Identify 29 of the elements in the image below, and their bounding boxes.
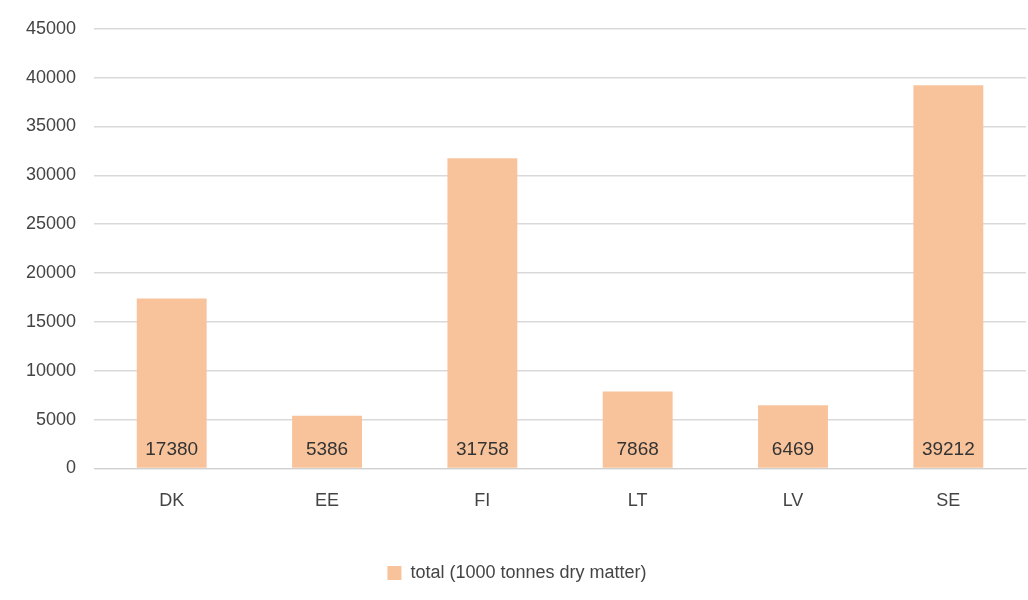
y-tick-label: 15000 bbox=[25, 310, 77, 331]
data-label: 17380 bbox=[145, 438, 199, 460]
bar bbox=[913, 85, 984, 468]
bar bbox=[602, 391, 673, 468]
x-tick-label: SE bbox=[936, 490, 961, 511]
legend-label: total (1000 tonnes dry matter) bbox=[410, 561, 647, 582]
y-tick-label: 35000 bbox=[25, 115, 77, 136]
data-label: 39212 bbox=[921, 438, 975, 460]
data-label: 31758 bbox=[455, 438, 509, 460]
x-tick-label: FI bbox=[474, 490, 491, 511]
bar bbox=[758, 405, 828, 468]
y-tick-label: 45000 bbox=[25, 17, 77, 38]
y-tick-label: 30000 bbox=[25, 164, 77, 185]
x-tick-label: DK bbox=[159, 490, 185, 511]
y-tick-label: 10000 bbox=[25, 359, 77, 380]
x-tick-label: LV bbox=[782, 490, 804, 511]
data-label: 5386 bbox=[305, 438, 349, 460]
y-tick-label: 0 bbox=[66, 457, 77, 478]
x-tick-label: LT bbox=[627, 490, 648, 511]
bar bbox=[447, 158, 518, 468]
data-label: 6469 bbox=[771, 438, 815, 460]
x-tick-label: EE bbox=[315, 490, 340, 511]
y-tick-label: 40000 bbox=[25, 66, 77, 87]
bar bbox=[136, 298, 207, 468]
bar bbox=[292, 415, 362, 468]
y-tick-label: 20000 bbox=[25, 261, 77, 282]
data-label: 7868 bbox=[616, 438, 659, 460]
y-tick-label: 25000 bbox=[25, 213, 77, 234]
y-tick-label: 5000 bbox=[36, 408, 77, 429]
